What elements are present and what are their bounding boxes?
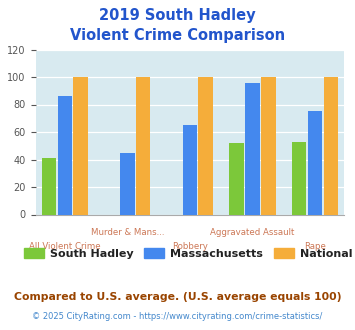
- Text: Robbery: Robbery: [172, 242, 208, 251]
- Bar: [136, 77, 151, 214]
- Text: All Violent Crime: All Violent Crime: [29, 242, 100, 251]
- Text: Rape: Rape: [304, 242, 326, 251]
- Text: Aggravated Assault: Aggravated Assault: [210, 228, 295, 237]
- Text: Violent Crime Comparison: Violent Crime Comparison: [70, 28, 285, 43]
- Bar: [308, 112, 322, 214]
- Legend: South Hadley, Massachusetts, National: South Hadley, Massachusetts, National: [20, 244, 355, 263]
- Bar: [120, 152, 135, 214]
- Bar: [324, 77, 338, 214]
- Bar: [261, 77, 275, 214]
- Bar: [245, 82, 260, 214]
- Text: Compared to U.S. average. (U.S. average equals 100): Compared to U.S. average. (U.S. average …: [14, 292, 341, 302]
- Text: Murder & Mans...: Murder & Mans...: [91, 228, 164, 237]
- Bar: [198, 77, 213, 214]
- Bar: [229, 143, 244, 214]
- Bar: [182, 125, 197, 214]
- Text: © 2025 CityRating.com - https://www.cityrating.com/crime-statistics/: © 2025 CityRating.com - https://www.city…: [32, 312, 323, 321]
- Bar: [42, 158, 56, 214]
- Bar: [58, 96, 72, 214]
- Bar: [292, 142, 306, 214]
- Bar: [73, 77, 88, 214]
- Text: 2019 South Hadley: 2019 South Hadley: [99, 8, 256, 23]
